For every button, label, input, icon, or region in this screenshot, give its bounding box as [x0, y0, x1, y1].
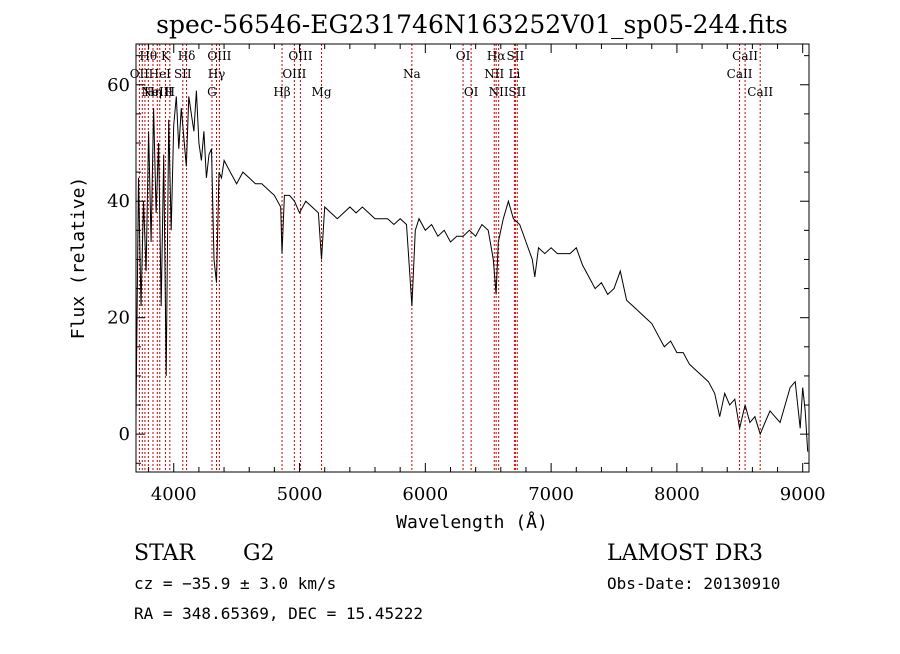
- y-tick-label-0: 0: [119, 424, 130, 445]
- line-label-29: CaII: [747, 85, 773, 99]
- y-axis-label: Flux (relative): [68, 177, 89, 340]
- x-tick-label-3: 7000: [528, 484, 574, 505]
- line-label-6: HeI: [149, 67, 172, 81]
- x-tick-label-4: 8000: [654, 484, 700, 505]
- line-label-18: Na: [403, 67, 421, 81]
- ra-dec-coordinates: RA = 348.65369, DEC = 15.45222: [134, 604, 423, 623]
- line-label-17: Mg: [312, 85, 332, 99]
- line-label-14: Hβ: [273, 85, 290, 99]
- line-label-20: OI: [464, 85, 479, 99]
- line-label-5: NeIII: [141, 85, 173, 99]
- spectrum-line: [135, 90, 809, 452]
- line-label-24: Li: [508, 67, 520, 81]
- spectral-line-markers: [138, 44, 761, 472]
- line-label-15: OIII: [282, 67, 306, 81]
- line-label-8: H: [165, 85, 175, 99]
- survey-name: LAMOST DR3: [607, 541, 763, 566]
- observation-date: Obs-Date: 20130910: [607, 574, 780, 593]
- line-label-16: OIII: [288, 49, 312, 63]
- line-label-11: G: [207, 85, 217, 99]
- line-label-25: SII: [507, 49, 525, 63]
- line-label-12: Hγ: [208, 67, 226, 81]
- x-tick-label-1: 5000: [277, 484, 323, 505]
- line-label-9: SII: [174, 67, 192, 81]
- line-label-3: Hθ: [139, 49, 157, 63]
- line-label-0: OII: [130, 67, 150, 81]
- line-label-26: SII: [508, 85, 526, 99]
- x-tick-label-0: 4000: [151, 484, 197, 505]
- object-class: STAR: [134, 541, 196, 566]
- y-tick-label-1: 20: [107, 308, 130, 329]
- x-axis-ticks: 4000 5000 6000 7000 8000 9000: [148, 44, 826, 505]
- y-tick-label-3: 60: [107, 75, 130, 96]
- line-label-4: Hη: [144, 85, 162, 99]
- line-label-27: CaII: [727, 67, 753, 81]
- object-subclass: G2: [243, 541, 275, 566]
- x-axis-label: Wavelength (Å): [396, 511, 548, 533]
- chart-title: spec-56546-EG231746N163252V01_sp05-244.f…: [156, 10, 788, 39]
- line-label-19: OI: [456, 49, 471, 63]
- plot-frame: [135, 43, 810, 473]
- y-tick-label-2: 40: [107, 191, 130, 212]
- line-label-28: CaII: [732, 49, 758, 63]
- line-label-23: NII: [489, 85, 509, 99]
- x-tick-label-5: 9000: [780, 484, 826, 505]
- x-tick-label-2: 6000: [402, 484, 448, 505]
- line-label-21: NII: [484, 67, 504, 81]
- line-label-10: Hδ: [178, 49, 196, 63]
- y-axis-ticks: 0 20 40 60: [107, 55, 809, 464]
- line-label-7: K: [161, 49, 171, 63]
- redshift-velocity: cz = −35.9 ± 3.0 km/s: [134, 574, 336, 593]
- line-label-22: Hα: [487, 49, 506, 63]
- line-label-13: OIII: [207, 49, 231, 63]
